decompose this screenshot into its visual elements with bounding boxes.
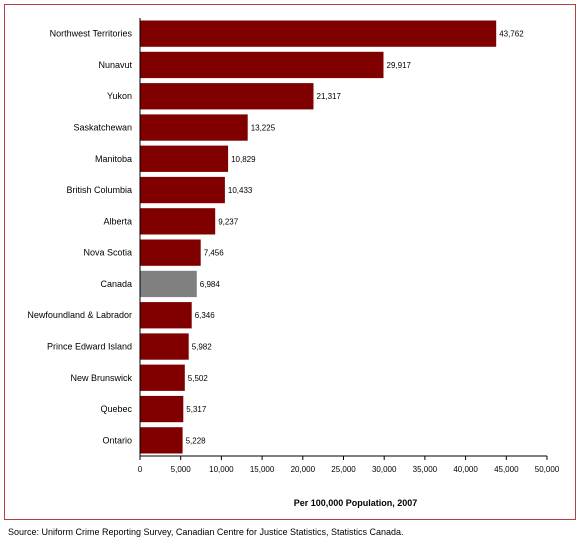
data-label-2: 21,317 — [317, 92, 342, 101]
bar-12 — [140, 395, 184, 423]
x-tick-label-5: 25,000 — [331, 465, 356, 474]
x-tick-label-8: 40,000 — [453, 465, 478, 474]
data-label-12: 5,317 — [186, 405, 207, 414]
category-label-10: Prince Edward Island — [47, 342, 132, 352]
bar-3 — [140, 114, 248, 141]
data-label-9: 6,346 — [195, 311, 216, 320]
category-label-13: Ontario — [102, 435, 132, 445]
bar-4 — [140, 145, 229, 172]
category-label-4: Manitoba — [95, 154, 132, 164]
category-label-3: Saskatchewan — [73, 123, 132, 133]
x-tick-label-9: 45,000 — [494, 465, 519, 474]
bar-11 — [140, 364, 185, 391]
source-note: Source: Uniform Crime Reporting Survey, … — [8, 527, 404, 537]
category-label-12: Quebec — [100, 404, 132, 414]
x-tick-label-3: 15,000 — [250, 465, 275, 474]
category-label-7: Nova Scotia — [83, 248, 132, 258]
category-label-8: Canada — [100, 279, 132, 289]
bar-0 — [140, 20, 497, 47]
category-label-2: Yukon — [107, 91, 132, 101]
bar-chart: Northwest Territories 43,762 Nunavut 29,917… — [27, 18, 560, 508]
data-label-8: 6,984 — [200, 280, 221, 289]
category-label-6: Alberta — [103, 216, 132, 226]
data-label-3: 13,225 — [251, 124, 276, 133]
data-label-7: 7,456 — [204, 249, 225, 258]
data-label-4: 10,829 — [231, 155, 256, 164]
category-label-9: Newfoundland & Labrador — [27, 310, 132, 320]
category-label-11: New Brunswick — [70, 373, 132, 383]
x-tick-label-0: 0 — [138, 465, 143, 474]
data-label-6: 9,237 — [218, 217, 239, 226]
x-tick-label-6: 30,000 — [372, 465, 397, 474]
bar-7 — [140, 239, 201, 266]
data-label-10: 5,982 — [192, 343, 213, 352]
bar-9 — [140, 302, 192, 329]
bar-10 — [140, 333, 189, 360]
category-label-5: British Columbia — [66, 185, 132, 195]
data-label-13: 5,228 — [186, 436, 207, 445]
x-axis-title: Per 100,000 Population, 2007 — [294, 498, 418, 508]
category-label-0: Northwest Territories — [50, 29, 133, 39]
bar-8 — [140, 270, 197, 298]
category-label-1: Nunavut — [98, 60, 132, 70]
bar-5 — [140, 176, 225, 204]
data-label-11: 5,502 — [188, 374, 209, 383]
bar-1 — [140, 51, 384, 79]
x-tick-label-2: 10,000 — [209, 465, 234, 474]
data-label-1: 29,917 — [387, 61, 412, 70]
bar-13 — [140, 427, 183, 454]
chart-frame: Northwest Territories 43,762 Nunavut 29,917… — [4, 4, 576, 520]
data-label-0: 43,762 — [499, 30, 524, 39]
x-tick-label-10: 50,000 — [535, 465, 560, 474]
x-tick-label-4: 20,000 — [291, 465, 316, 474]
x-tick-label-1: 5,000 — [171, 465, 192, 474]
bar-6 — [140, 208, 216, 235]
bar-2 — [140, 83, 314, 110]
data-label-5: 10,433 — [228, 186, 253, 195]
x-tick-label-7: 35,000 — [413, 465, 438, 474]
